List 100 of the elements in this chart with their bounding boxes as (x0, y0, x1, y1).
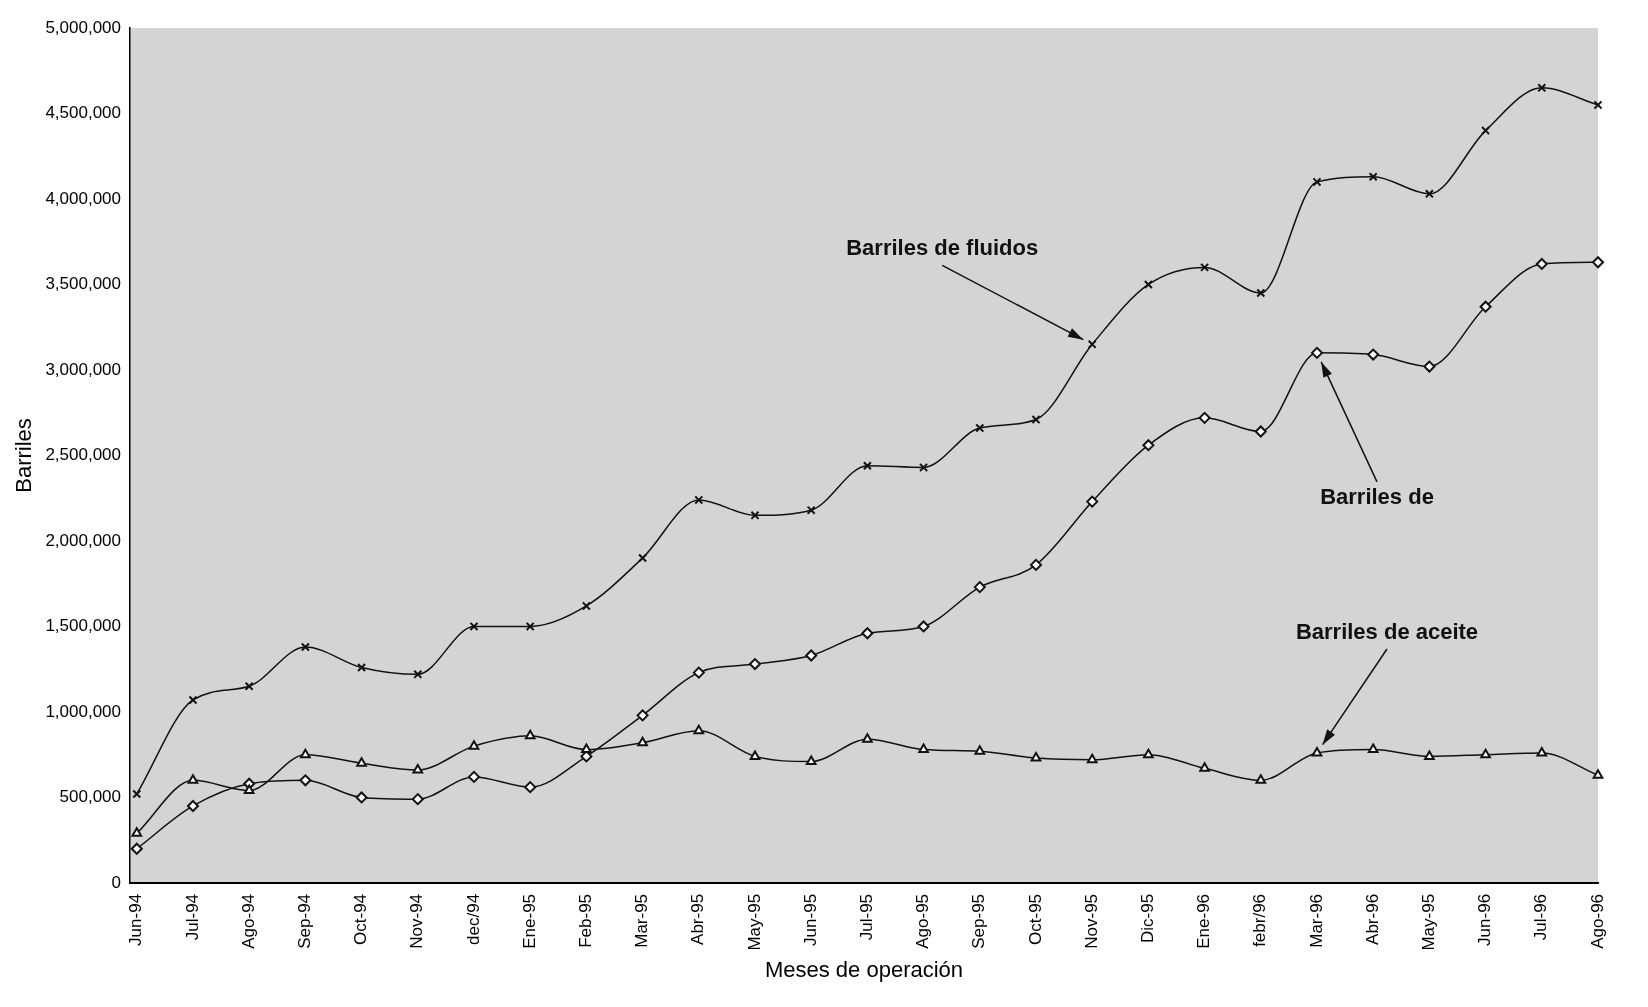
x-tick-label: Jun-94 (126, 893, 146, 946)
point (357, 662, 367, 673)
point (1254, 425, 1267, 438)
x-tick-label: Mar-95 (632, 893, 652, 948)
x-tick-label: Jul-96 (1531, 893, 1551, 941)
point (1030, 752, 1042, 762)
point (1029, 558, 1042, 571)
point (1367, 743, 1379, 754)
x-tick-label: Sep-95 (969, 893, 989, 949)
point (1480, 748, 1491, 759)
point (467, 770, 480, 783)
point (806, 505, 816, 515)
point (581, 601, 591, 611)
y-tick-label: 5,000,000 (45, 17, 122, 37)
point (469, 621, 479, 631)
point (243, 784, 255, 795)
point (1592, 256, 1604, 269)
x-tick-label: Ago-96 (1587, 893, 1607, 949)
point (1312, 177, 1322, 187)
x-axis-title: Meses de operación (764, 956, 964, 982)
point (749, 750, 761, 760)
y-tick-label: 2,000,000 (45, 530, 122, 550)
point (1086, 753, 1098, 764)
point (187, 774, 199, 784)
point (132, 789, 142, 799)
point (975, 423, 985, 433)
point (1143, 279, 1153, 290)
y-tick-label: 4,500,000 (45, 103, 122, 123)
y-tick-label: 4,000,000 (45, 188, 122, 208)
x-tick-label: Jul-95 (857, 893, 877, 941)
x-tick-label: Feb-95 (576, 893, 596, 948)
point (412, 764, 424, 774)
x-tick-label: febr/96 (1250, 893, 1270, 947)
x-tick-label: Oct-95 (1025, 893, 1045, 945)
point (1255, 774, 1267, 784)
point (637, 736, 648, 747)
x-tick-label: Jun-95 (800, 893, 820, 946)
y-tick-label: 1,500,000 (45, 616, 122, 636)
x-tick-label: Jul-94 (182, 893, 202, 941)
point (581, 743, 592, 754)
point (244, 681, 254, 691)
point (1087, 339, 1097, 349)
y-tick-label: 3,000,000 (45, 359, 122, 379)
point (974, 745, 986, 755)
point (1479, 300, 1492, 313)
point (1198, 411, 1211, 424)
point (918, 743, 929, 754)
point (1535, 257, 1548, 270)
point (919, 462, 929, 472)
point (636, 709, 649, 722)
x-tick-label: Jun-96 (1475, 893, 1495, 946)
text: Barriles de fluidos (846, 235, 1039, 261)
x-tick-label: Dic-95 (1138, 893, 1158, 944)
point (1424, 189, 1434, 199)
x-tick-label: Abr-95 (688, 893, 708, 945)
point (413, 669, 423, 679)
x-tick-label: Oct-94 (351, 893, 371, 945)
point (525, 621, 535, 631)
point (300, 642, 310, 652)
point (1143, 748, 1154, 759)
x-tick-label: Nov-94 (407, 893, 427, 949)
point (299, 774, 312, 787)
point (131, 827, 143, 837)
x-tick-label: Ene-96 (1194, 893, 1214, 949)
point (1424, 750, 1435, 760)
point (1536, 746, 1548, 757)
point (300, 748, 311, 759)
point (524, 729, 536, 740)
point (355, 791, 368, 804)
x-tick-label: Mar-96 (1306, 893, 1326, 948)
point (1199, 762, 1210, 772)
point (1537, 83, 1547, 93)
x-tick-label: Nov-95 (1081, 893, 1101, 949)
point (862, 461, 872, 471)
x-tick-label: Sep-94 (295, 893, 315, 949)
point (694, 495, 704, 505)
point (1593, 100, 1603, 110)
y-tick-label: 1,000,000 (45, 701, 122, 721)
point (1086, 495, 1099, 508)
point (1423, 360, 1436, 373)
y-tick-label: 3,500,000 (45, 274, 122, 294)
point (186, 799, 199, 812)
point (1256, 288, 1266, 298)
x-tick-label: May-95 (744, 893, 764, 951)
point (917, 620, 930, 633)
y-tick-label: 0 (111, 872, 122, 892)
point (468, 740, 480, 750)
point (1592, 769, 1604, 779)
point (1200, 262, 1210, 272)
point (411, 793, 424, 806)
point (1142, 439, 1155, 452)
point (1367, 348, 1380, 361)
x-tick-label: May-95 (1419, 893, 1439, 951)
point (692, 666, 705, 679)
x-tick-label: Abr-96 (1362, 893, 1382, 945)
x-tick-label: dec/94 (463, 893, 483, 945)
point (805, 649, 818, 662)
point (750, 510, 760, 520)
point (973, 581, 986, 594)
point (748, 658, 761, 671)
